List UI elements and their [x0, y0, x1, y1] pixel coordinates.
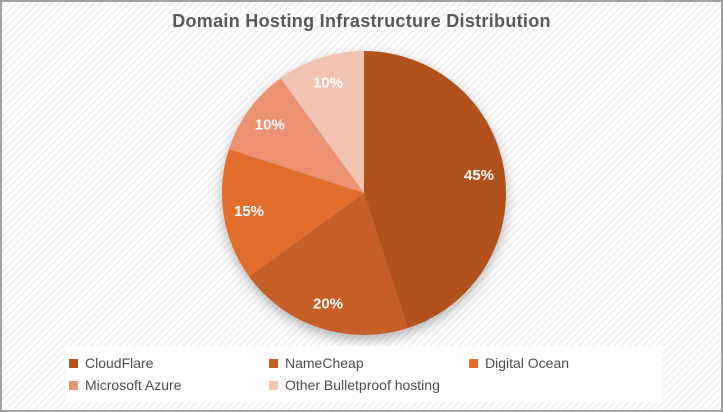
legend-item-digital-ocean: Digital Ocean: [469, 355, 659, 371]
legend-swatch-namecheap: [269, 358, 278, 368]
chart-title: Domain Hosting Infrastructure Distributi…: [172, 11, 551, 31]
legend-item-microsoft-azure: Microsoft Azure: [69, 377, 269, 393]
legend-item-other-bulletproof-hosting: Other Bulletproof hosting: [269, 377, 469, 393]
legend-swatch-microsoft-azure: [69, 380, 78, 390]
pie-slice-namecheap: [249, 193, 408, 336]
legend-swatch-other-bulletproof-hosting: [269, 380, 278, 390]
data-label-digital-ocean: 15%: [234, 203, 264, 220]
chart-legend: CloudFlare NameCheap Digital Ocean Micro…: [65, 346, 663, 402]
pie-slice-microsoft-azure: [228, 78, 364, 193]
pie-slice-other-bulletproof-hosting: [280, 51, 364, 193]
legend-item-namecheap: NameCheap: [269, 355, 469, 371]
data-label-microsoft-azure: 10%: [255, 117, 285, 134]
legend-swatch-cloudflare: [69, 358, 78, 368]
data-label-cloudflare: 45%: [464, 167, 494, 184]
legend-swatch-digital-ocean: [469, 358, 478, 368]
pie-slice-digital-ocean: [221, 149, 364, 277]
pie-slice-cloudflare: [364, 51, 506, 329]
data-label-other-bulletproof-hosting: 10%: [313, 74, 343, 91]
legend-item-cloudflare: CloudFlare: [69, 355, 269, 371]
legend-label-other-bulletproof-hosting: Other Bulletproof hosting: [285, 377, 440, 393]
legend-label-namecheap: NameCheap: [285, 355, 364, 371]
legend-label-digital-ocean: Digital Ocean: [485, 355, 570, 371]
pie-slices: [221, 51, 506, 336]
legend-label-microsoft-azure: Microsoft Azure: [85, 377, 182, 393]
pie-data-labels: 45% 20% 15% 10% 10%: [234, 74, 494, 312]
legend-label-cloudflare: CloudFlare: [85, 355, 154, 371]
data-label-namecheap: 20%: [313, 296, 343, 313]
